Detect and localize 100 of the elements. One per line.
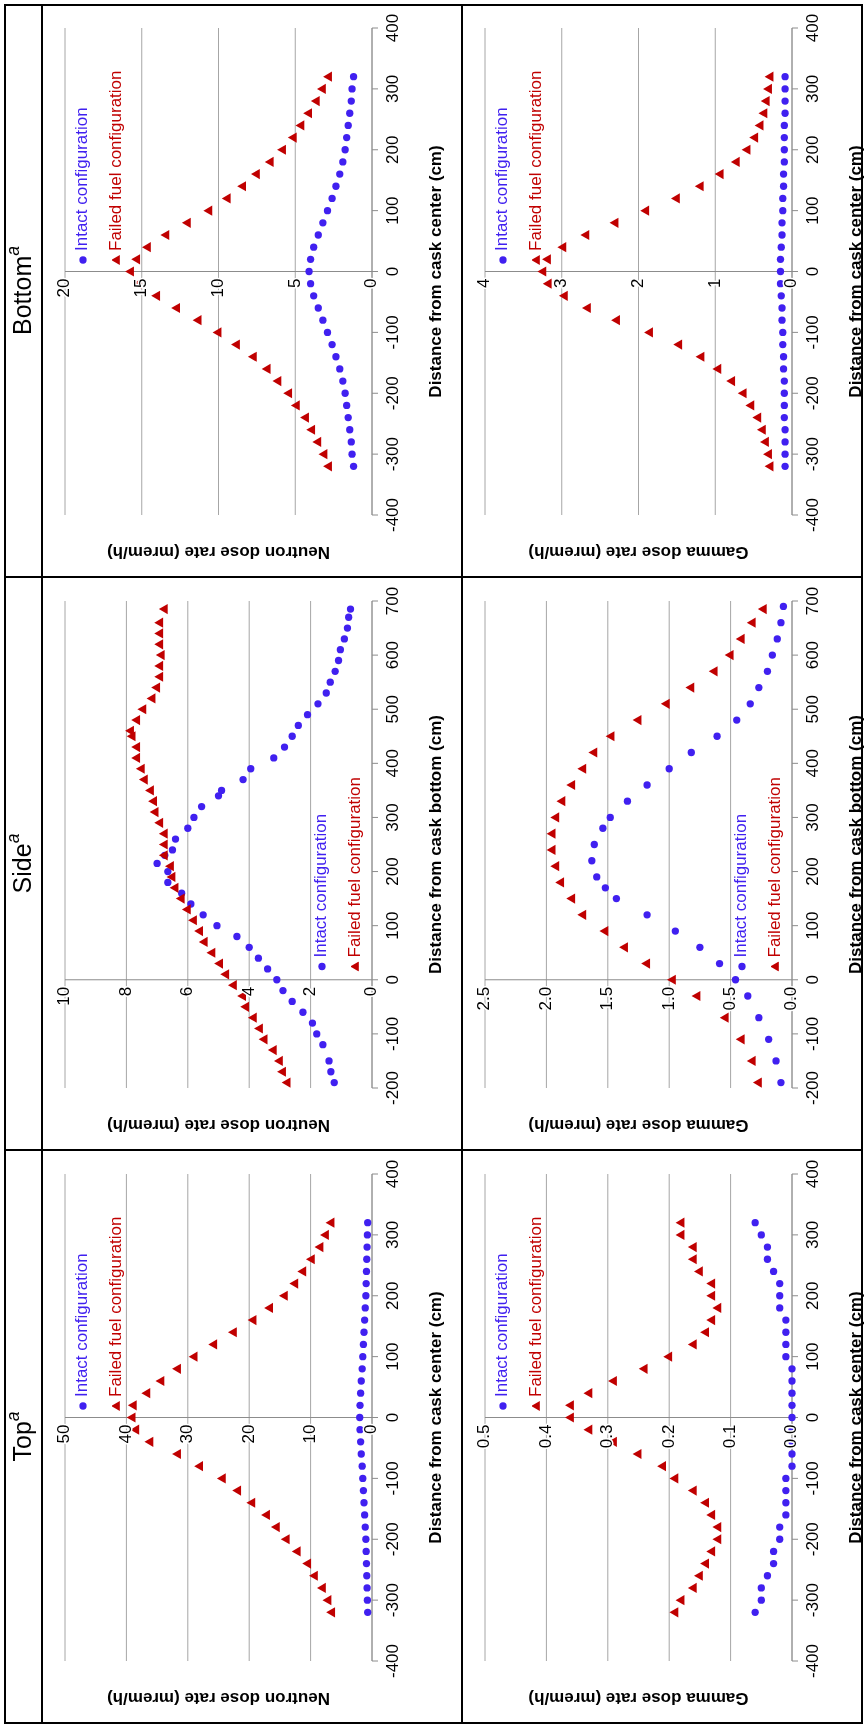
point — [194, 1461, 204, 1472]
point — [283, 388, 293, 399]
point — [227, 980, 237, 991]
point — [154, 660, 164, 672]
point — [685, 682, 695, 693]
point — [752, 412, 762, 423]
point — [640, 205, 650, 216]
x-tick-label: 4 — [474, 278, 494, 288]
y-tick-label: 200 — [803, 857, 823, 886]
x-tick-label: 6 — [177, 986, 197, 997]
y-tick-label: -300 — [383, 437, 403, 472]
text: Intact configuration — [72, 1253, 92, 1397]
point — [190, 813, 198, 822]
point — [245, 943, 253, 951]
point — [279, 986, 287, 995]
point — [583, 1424, 593, 1435]
point — [606, 813, 614, 822]
point — [359, 1340, 368, 1349]
point — [194, 925, 204, 937]
point — [168, 846, 177, 854]
point — [780, 389, 788, 397]
point — [611, 315, 620, 326]
point — [359, 1352, 367, 1361]
point — [779, 602, 788, 611]
y-tick-label: 600 — [803, 640, 823, 670]
point — [145, 785, 154, 796]
point — [277, 1066, 286, 1077]
point — [314, 304, 322, 312]
point — [288, 732, 296, 740]
point — [154, 639, 164, 650]
y-tick-label: 100 — [803, 1342, 823, 1371]
x-tick-label: 8 — [115, 986, 135, 997]
point — [359, 1486, 368, 1495]
y-tick-label: 400 — [803, 749, 823, 778]
point — [233, 932, 241, 941]
point — [765, 1035, 773, 1043]
point — [782, 1474, 790, 1483]
point — [706, 1290, 716, 1301]
point — [303, 710, 312, 719]
point — [274, 1055, 283, 1067]
point — [675, 1229, 685, 1240]
y-tick-label: 200 — [803, 1281, 823, 1310]
point — [781, 85, 789, 93]
point — [566, 779, 576, 791]
point — [213, 922, 221, 930]
point — [764, 461, 774, 472]
text: Failed fuel configuration — [526, 1216, 546, 1397]
point — [667, 974, 676, 985]
point — [297, 1266, 307, 1277]
point — [320, 1229, 329, 1240]
point — [580, 229, 590, 241]
x-tick-label: 2.0 — [535, 986, 555, 1011]
x-tick-label: 0 — [361, 986, 381, 997]
point — [357, 1450, 365, 1458]
point — [781, 97, 789, 105]
y-tick-label: 100 — [383, 1342, 403, 1371]
point — [763, 1255, 772, 1263]
point — [138, 774, 148, 785]
point — [360, 1499, 368, 1507]
point — [599, 824, 607, 832]
point — [289, 1278, 299, 1289]
point — [706, 1546, 716, 1557]
y-tick-label: 300 — [803, 74, 823, 104]
point — [714, 169, 724, 180]
point — [763, 449, 772, 460]
point — [314, 231, 322, 239]
point — [780, 158, 788, 166]
point — [332, 182, 340, 190]
point — [165, 861, 174, 872]
point — [757, 604, 767, 615]
y-tick-label: 700 — [383, 586, 403, 616]
point — [760, 436, 769, 448]
point — [557, 242, 567, 253]
y-axis-title: Distance from cask center (cm) — [846, 145, 866, 398]
point — [336, 170, 344, 178]
point — [706, 1315, 716, 1326]
point — [588, 747, 598, 758]
point — [788, 1377, 796, 1385]
point — [216, 1473, 226, 1484]
x-tick-label: 0.2 — [658, 1424, 678, 1449]
x-tick-label: 2 — [627, 278, 647, 288]
x-axis-title: Neutron dose rate (mrem/h) — [107, 542, 330, 562]
point — [327, 1068, 335, 1076]
point — [308, 1019, 317, 1027]
x-tick-label: 0.4 — [535, 1424, 555, 1449]
y-tick-label: -400 — [383, 1643, 403, 1679]
point — [323, 71, 332, 82]
point — [363, 1572, 371, 1580]
point — [361, 1304, 369, 1312]
point — [306, 424, 316, 435]
point — [322, 689, 330, 697]
point — [730, 156, 740, 168]
point — [135, 763, 145, 774]
point — [687, 1485, 697, 1496]
point — [675, 1595, 685, 1606]
y-tick-label: -100 — [803, 315, 823, 350]
point — [757, 1231, 765, 1239]
point — [700, 1558, 709, 1569]
point — [339, 377, 347, 385]
point — [347, 438, 355, 446]
